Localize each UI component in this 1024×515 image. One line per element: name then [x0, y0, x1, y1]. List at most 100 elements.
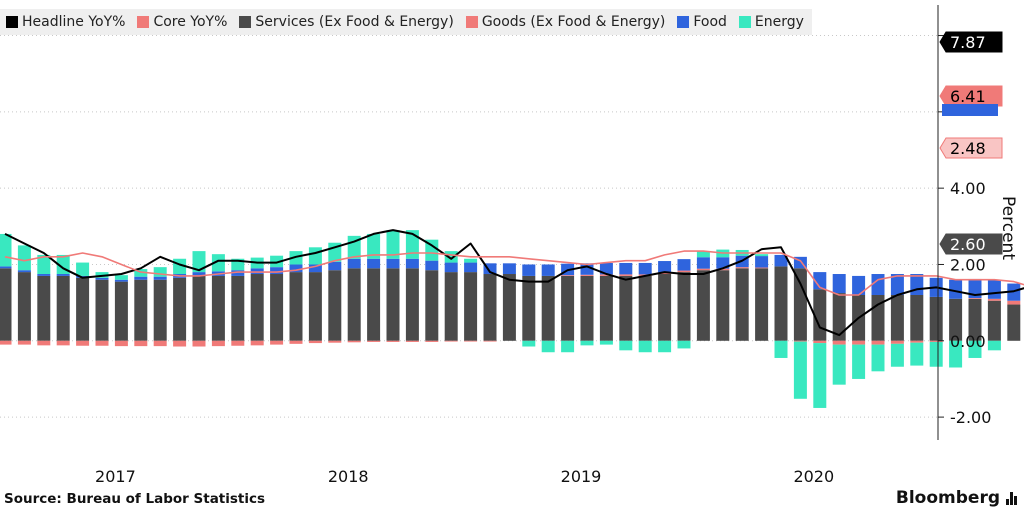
- legend-label: Food: [693, 14, 727, 30]
- bar-energy-8: [153, 267, 167, 277]
- bar-energy-35: [677, 340, 691, 349]
- bar-food-14: [270, 267, 284, 275]
- bar-food-31: [599, 262, 613, 275]
- bar-goods-ex-food-energy--22: [425, 340, 439, 342]
- bar-services-ex-food-energy--14: [270, 274, 284, 341]
- bar-services-ex-food-energy--30: [580, 275, 594, 341]
- end-label-text: 2.60: [950, 235, 986, 254]
- x-tick-label-2019: 2019: [561, 467, 602, 486]
- bar-food-42: [813, 272, 827, 290]
- bar-goods-ex-food-energy--13: [250, 340, 264, 346]
- bar-energy-14: [270, 255, 284, 268]
- bar-services-ex-food-energy--4: [76, 277, 90, 341]
- bar-energy-49: [949, 340, 963, 368]
- bar-services-ex-food-energy--39: [755, 268, 769, 341]
- bar-energy-2: [37, 254, 51, 275]
- legend-item-energy: Energy: [738, 14, 804, 30]
- legend-label: Energy: [754, 14, 804, 30]
- bar-goods-ex-food-energy--52: [1007, 300, 1021, 305]
- bar-food-27: [522, 264, 536, 276]
- bar-energy-24: [464, 258, 478, 263]
- bar-services-ex-food-energy--31: [599, 275, 613, 341]
- bar-energy-6: [114, 275, 128, 280]
- bar-services-ex-food-energy--33: [638, 275, 652, 341]
- bar-goods-ex-food-energy--39: [755, 267, 769, 269]
- bar-services-ex-food-energy--29: [561, 275, 575, 341]
- legend-swatch: [6, 16, 18, 28]
- legend-swatch: [738, 16, 751, 28]
- bar-services-ex-food-energy--32: [619, 275, 633, 341]
- bar-food-17: [328, 261, 342, 271]
- bar-services-ex-food-energy--0: [0, 268, 12, 341]
- end-label-box: [939, 137, 1003, 159]
- legend-swatch: [239, 16, 252, 28]
- bar-food-39: [755, 256, 769, 268]
- bar-food-32: [619, 262, 633, 275]
- bar-goods-ex-food-energy--18: [347, 340, 361, 343]
- end-label-7-87: 7.87: [939, 31, 1003, 53]
- bar-services-ex-food-energy--10: [192, 275, 206, 341]
- end-label-6-41: 6.41: [939, 85, 1003, 107]
- bar-services-ex-food-energy--36: [696, 270, 710, 341]
- end-label-2-48: 2.48: [939, 137, 1003, 159]
- bar-food-49: [949, 279, 963, 299]
- x-tick-label-2020: 2020: [793, 467, 834, 486]
- bar-food-25: [483, 263, 497, 275]
- bar-energy-31: [599, 340, 613, 345]
- bar-goods-ex-food-energy--1: [17, 340, 31, 345]
- bar-energy-44: [852, 344, 866, 379]
- line-headline-yoy-: [4, 229, 1024, 337]
- bar-services-ex-food-energy--11: [211, 275, 225, 341]
- bar-energy-11: [211, 254, 225, 272]
- bar-services-ex-food-energy--43: [832, 293, 846, 341]
- source-note: Source: Bureau of Labor Statistics: [4, 491, 266, 507]
- bar-food-37: [716, 257, 730, 269]
- bar-services-ex-food-energy--3: [56, 275, 70, 341]
- legend-swatch: [137, 16, 150, 28]
- bar-food-15: [289, 264, 303, 273]
- bar-services-ex-food-energy--24: [464, 272, 478, 341]
- bar-goods-ex-food-energy--0: [0, 340, 12, 345]
- bar-services-ex-food-energy--9: [173, 277, 187, 341]
- bar-food-21: [405, 258, 419, 269]
- bar-goods-ex-food-energy--4: [76, 340, 90, 346]
- brand-logo: Bloomberg: [896, 488, 1018, 508]
- bar-goods-ex-food-energy--44: [852, 340, 866, 345]
- bar-services-ex-food-energy--23: [444, 272, 458, 341]
- bar-goods-ex-food-energy--23: [444, 340, 458, 342]
- bar-services-ex-food-energy--5: [95, 279, 109, 341]
- line-core-yoy-: [4, 250, 1024, 296]
- bar-food-50: [968, 278, 982, 299]
- bar-energy-32: [619, 340, 633, 351]
- bar-goods-ex-food-energy--41: [793, 340, 807, 342]
- bar-energy-19: [367, 233, 381, 259]
- bar-energy-30: [580, 340, 594, 346]
- bar-goods-ex-food-energy--3: [56, 340, 70, 346]
- bar-food-45: [871, 274, 885, 295]
- bar-services-ex-food-energy--8: [153, 279, 167, 341]
- bar-energy-33: [638, 340, 652, 353]
- bar-goods-ex-food-energy--8: [153, 340, 167, 347]
- bar-services-ex-food-energy--34: [658, 274, 672, 341]
- y-tick-label-0: -2.00: [950, 408, 991, 427]
- bar-goods-ex-food-energy--34: [658, 272, 672, 275]
- bar-goods-ex-food-energy--11: [211, 340, 225, 347]
- bar-goods-ex-food-energy--42: [813, 340, 827, 344]
- bar-goods-ex-food-energy--51: [987, 298, 1001, 301]
- bar-services-ex-food-energy--1: [17, 272, 31, 341]
- bar-services-ex-food-energy--41: [793, 268, 807, 341]
- bar-food-5: [95, 277, 109, 280]
- bar-goods-ex-food-energy--5: [95, 340, 109, 346]
- legend-label: Headline YoY%: [22, 14, 126, 30]
- legend-label: Goods (Ex Food & Energy): [481, 14, 666, 30]
- bar-energy-28: [541, 340, 555, 353]
- bar-energy-50: [968, 340, 982, 358]
- bar-services-ex-food-energy--18: [347, 268, 361, 341]
- bar-food-20: [386, 258, 400, 269]
- bar-goods-ex-food-energy--46: [890, 340, 904, 344]
- bar-goods-ex-food-energy--43: [832, 340, 846, 345]
- bar-energy-34: [658, 340, 672, 353]
- bar-food-16: [308, 264, 322, 273]
- bar-goods-ex-food-energy--15: [289, 340, 303, 344]
